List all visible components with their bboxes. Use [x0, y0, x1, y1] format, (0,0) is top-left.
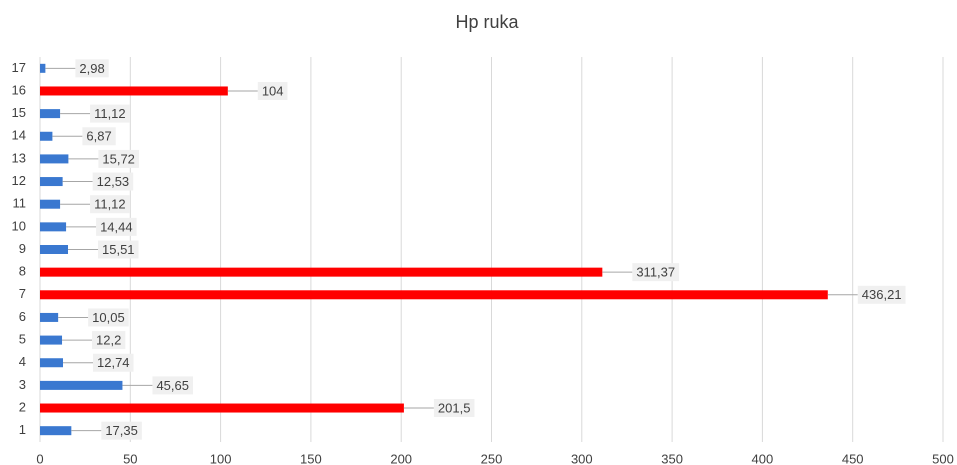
x-tick-label: 200 — [390, 451, 412, 465]
y-tick-label: 15 — [12, 105, 26, 120]
data-label: 104 — [262, 83, 284, 98]
label-bg — [433, 399, 475, 418]
label-bg — [82, 127, 116, 146]
bar — [40, 426, 72, 436]
label-bg — [101, 421, 142, 440]
y-tick-label: 4 — [19, 354, 26, 369]
label-bg — [257, 81, 288, 100]
label-bg — [90, 104, 130, 123]
data-label: 311,37 — [636, 265, 675, 280]
data-label: 45,65 — [156, 378, 189, 393]
bar — [40, 154, 69, 164]
y-tick-label: 1 — [19, 422, 26, 437]
label-bg — [92, 331, 126, 350]
x-tick-label: 400 — [752, 451, 774, 465]
y-tick-label: 14 — [12, 128, 26, 143]
data-label: 15,72 — [102, 151, 135, 166]
x-tick-label: 250 — [481, 451, 503, 465]
bar — [40, 380, 123, 390]
bar — [40, 222, 67, 232]
label-bg — [96, 217, 137, 236]
bar — [40, 86, 228, 96]
x-tick-label: 450 — [842, 451, 864, 465]
x-tick-label: 100 — [210, 451, 232, 465]
data-label: 10,05 — [92, 310, 125, 325]
y-tick-label: 2 — [19, 399, 26, 414]
data-label: 11,12 — [94, 197, 126, 212]
bar — [40, 177, 63, 187]
bar — [40, 109, 61, 119]
label-bg — [98, 149, 139, 168]
y-tick-label: 16 — [12, 82, 26, 97]
x-tick-label: 0 — [36, 451, 43, 465]
label-bg — [92, 172, 134, 191]
y-tick-label: 17 — [12, 60, 26, 75]
data-label: 201,5 — [438, 400, 471, 415]
label-bg — [152, 376, 193, 395]
x-tick-label: 150 — [300, 451, 322, 465]
x-tick-label: 50 — [123, 451, 137, 465]
y-tick-label: 5 — [19, 332, 26, 347]
bar — [40, 267, 603, 277]
bar — [40, 335, 63, 345]
data-label: 436,21 — [862, 287, 902, 302]
x-tick-label: 350 — [661, 451, 683, 465]
y-tick-label: 8 — [19, 264, 26, 279]
data-label: 6,87 — [86, 129, 111, 144]
chart-title: Hp ruka — [455, 12, 519, 32]
label-bg — [857, 285, 906, 304]
data-label: 17,35 — [105, 423, 138, 438]
y-tick-label: 3 — [19, 377, 26, 392]
data-label: 12,2 — [96, 333, 121, 348]
y-tick-label: 10 — [12, 218, 26, 233]
data-label: 14,44 — [100, 219, 133, 234]
bar — [40, 63, 46, 73]
label-bg — [93, 353, 134, 372]
data-label: 2,98 — [79, 61, 104, 76]
bar — [40, 403, 404, 413]
bar — [40, 358, 64, 368]
y-tick-label: 11 — [13, 196, 27, 211]
label-bg — [98, 240, 139, 259]
label-bg — [75, 59, 109, 78]
x-tick-label: 500 — [932, 451, 954, 465]
label-bg — [90, 195, 130, 214]
y-tick-label: 9 — [19, 241, 26, 256]
data-label: 11,12 — [94, 106, 126, 121]
y-tick-label: 13 — [12, 150, 26, 165]
bar — [40, 312, 59, 322]
bar — [40, 245, 69, 254]
y-tick-label: 6 — [19, 309, 26, 324]
bar — [40, 199, 61, 209]
y-tick-label: 12 — [12, 173, 26, 188]
x-tick-label: 300 — [571, 451, 593, 465]
label-bg — [632, 263, 680, 282]
data-label: 12,74 — [97, 355, 130, 370]
y-tick-label: 7 — [19, 286, 26, 301]
bar — [40, 290, 828, 300]
data-label: 15,51 — [102, 242, 135, 257]
bar — [40, 131, 53, 141]
data-label: 12,53 — [97, 174, 130, 189]
label-bg — [88, 308, 129, 327]
